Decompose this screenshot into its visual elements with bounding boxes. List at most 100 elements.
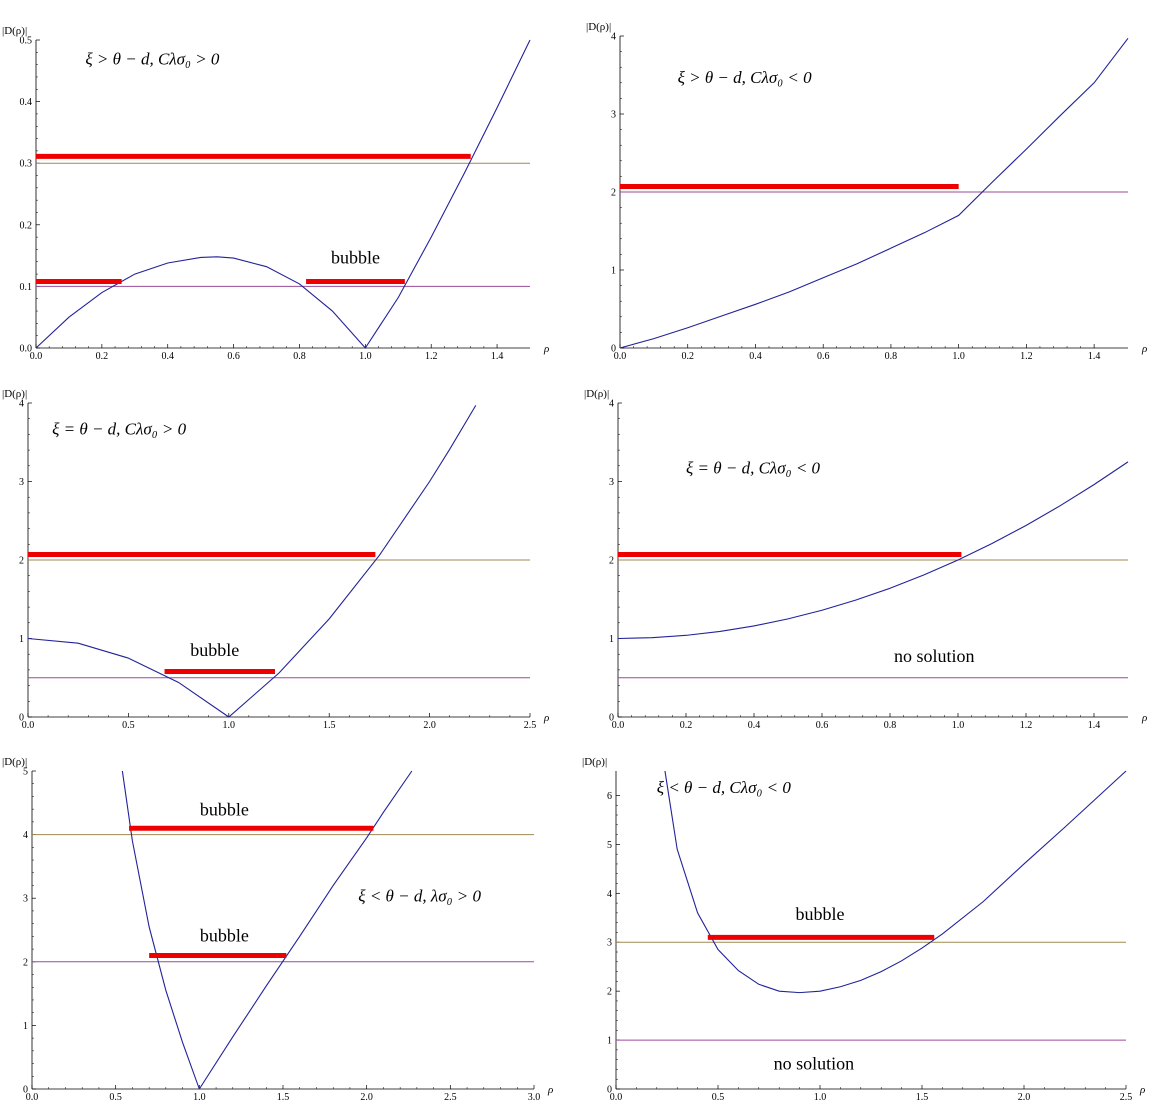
x-tick-label: 1.5: [277, 1092, 290, 1103]
chart-panel-1: 0.0 0.2 0.4 0.6 0.8 1.0 1.2 1.4 0.0 0.1 0.2 0.3 0.4 0…: [2, 25, 549, 362]
panel-6: 0.0 0.5 1.0 1.5 2.0 2.5 0 1 2 3 4 5 6 ρ |D(ρ)| bubble no…: [580, 745, 1145, 1106]
annotation-1: no solution: [774, 1053, 855, 1073]
curve-0: [664, 770, 1127, 994]
y-tick-label: 3: [19, 477, 24, 488]
y-axis-label: |D(ρ)|: [2, 756, 27, 768]
x-tick-label: 2.0: [1018, 1092, 1031, 1103]
x-tick-label: 0.0: [610, 1092, 623, 1103]
x-axis-label: ρ: [543, 712, 549, 724]
x-tick-label: 1.2: [1020, 720, 1033, 731]
x-tick-label: 0.2: [681, 351, 694, 362]
x-tick-label: 1.2: [425, 351, 438, 362]
y-tick-label: 6: [607, 791, 612, 802]
y-tick-label: 3: [611, 110, 616, 121]
x-tick-label: 1.4: [491, 351, 504, 362]
condition-label: ξ > θ − d, Cλσ₀ < 0: [678, 68, 813, 87]
condition-label: ξ < θ − d, Cλσ₀ < 0: [657, 778, 792, 797]
y-tick-label: 1: [607, 1036, 612, 1047]
annotation-1: bubble: [200, 925, 249, 945]
curve-0: [35, 39, 531, 349]
y-tick-label: 0.3: [20, 159, 33, 170]
x-tick-label: 0.0: [22, 720, 35, 731]
y-tick-label: 4: [607, 889, 612, 900]
x-tick-label: 3.0: [528, 1092, 541, 1103]
curve-0: [27, 405, 477, 718]
x-tick-label: 1.4: [1088, 351, 1101, 362]
y-tick-label: 0: [607, 1085, 612, 1096]
y-tick-label: 0: [609, 713, 614, 724]
annotation-0: bubble: [190, 640, 239, 660]
y-tick-label: 4: [609, 399, 614, 410]
y-tick-label: 4: [23, 830, 28, 841]
y-tick-label: 0.4: [20, 97, 33, 108]
y-tick-label: 3: [609, 477, 614, 488]
x-tick-label: 0.4: [748, 720, 761, 731]
x-tick-label: 0.5: [122, 720, 135, 731]
y-tick-label: 2: [19, 556, 24, 567]
x-tick-label: 0.2: [680, 720, 693, 731]
x-axis-label: ρ: [1141, 343, 1147, 355]
panel-4: 0.0 0.2 0.4 0.6 0.8 1.0 1.2 1.4 0 1 2 3 4 ρ |D(ρ)| no s…: [580, 375, 1147, 745]
panel-5: 0.0 0.5 1.0 1.5 2.0 2.5 3.0 0 1 2 3 4 5 ρ |D(ρ)| bubble…: [0, 745, 560, 1106]
curve-0: [619, 38, 1129, 349]
y-tick-label: 4: [19, 399, 24, 410]
annotation-0: bubble: [331, 248, 380, 268]
x-axis-label: ρ: [543, 343, 549, 355]
y-tick-label: 2: [607, 987, 612, 998]
x-tick-label: 0.0: [614, 351, 627, 362]
x-tick-label: 0.6: [817, 351, 830, 362]
annotation-0: bubble: [200, 800, 249, 820]
x-tick-label: 0.4: [161, 351, 174, 362]
x-tick-label: 1.4: [1088, 720, 1101, 731]
x-tick-label: 1.0: [359, 351, 372, 362]
y-tick-label: 1: [19, 634, 24, 645]
y-tick-label: 1: [23, 1021, 28, 1032]
annotation-0: bubble: [796, 904, 845, 924]
x-axis-label: ρ: [547, 1084, 553, 1096]
y-tick-label: 3: [23, 894, 28, 905]
chart-panel-6: 0.0 0.5 1.0 1.5 2.0 2.5 0 1 2 3 4 5 6 ρ |D(ρ)| bubble no…: [582, 756, 1145, 1103]
y-axis-label: |D(ρ)|: [586, 21, 611, 33]
y-tick-label: 5: [607, 840, 612, 851]
x-tick-label: 1.0: [814, 1092, 827, 1103]
x-tick-label: 0.8: [885, 351, 898, 362]
x-tick-label: 1.2: [1020, 351, 1033, 362]
annotation-0: no solution: [894, 646, 975, 666]
y-tick-label: 4: [611, 32, 616, 43]
x-tick-label: 1.5: [323, 720, 336, 731]
y-axis-label: |D(ρ)|: [2, 25, 27, 37]
x-tick-label: 1.0: [223, 720, 236, 731]
y-axis-label: |D(ρ)|: [2, 388, 27, 400]
x-axis-label: ρ: [1141, 712, 1147, 724]
y-tick-label: 0.5: [20, 36, 33, 47]
y-tick-label: 0.1: [20, 282, 33, 293]
y-tick-label: 0: [19, 713, 24, 724]
x-tick-label: 0.0: [30, 351, 43, 362]
x-tick-label: 0.8: [293, 351, 306, 362]
chart-panel-4: 0.0 0.2 0.4 0.6 0.8 1.0 1.2 1.4 0 1 2 3 4 ρ |D(ρ)| no s…: [584, 388, 1147, 731]
y-tick-label: 0: [23, 1085, 28, 1096]
y-axis-label: |D(ρ)|: [584, 388, 609, 400]
x-tick-label: 1.0: [952, 720, 965, 731]
y-tick-label: 2: [611, 188, 616, 199]
condition-label: ξ < θ − d, λσ₀ > 0: [358, 886, 481, 905]
x-axis-label: ρ: [1139, 1084, 1145, 1096]
y-tick-label: 0: [611, 344, 616, 355]
x-tick-label: 2.5: [524, 720, 537, 731]
x-tick-label: 2.5: [1120, 1092, 1133, 1103]
chart-panel-3: 0.0 0.5 1.0 1.5 2.0 2.5 0 1 2 3 4 ρ |D(ρ)| bubble ξ = …: [2, 388, 549, 731]
y-tick-label: 1: [609, 634, 614, 645]
x-tick-label: 0.4: [749, 351, 762, 362]
x-tick-label: 0.0: [612, 720, 625, 731]
x-tick-label: 0.6: [227, 351, 240, 362]
chart-panel-2: 0.0 0.2 0.4 0.6 0.8 1.0 1.2 1.4 0 1 2 3 4 ρ |D(ρ)| ξ > …: [586, 21, 1147, 362]
panel-1: 0.0 0.2 0.4 0.6 0.8 1.0 1.2 1.4 0.0 0.1 0.2 0.3 0.4 0…: [0, 0, 560, 375]
x-tick-label: 2.0: [423, 720, 436, 731]
condition-label: ξ = θ − d, Cλσ₀ > 0: [52, 419, 187, 438]
x-tick-label: 0.8: [884, 720, 897, 731]
x-tick-label: 1.0: [952, 351, 965, 362]
y-tick-label: 2: [609, 556, 614, 567]
curve-1: [198, 770, 413, 1090]
x-tick-label: 0.5: [712, 1092, 725, 1103]
